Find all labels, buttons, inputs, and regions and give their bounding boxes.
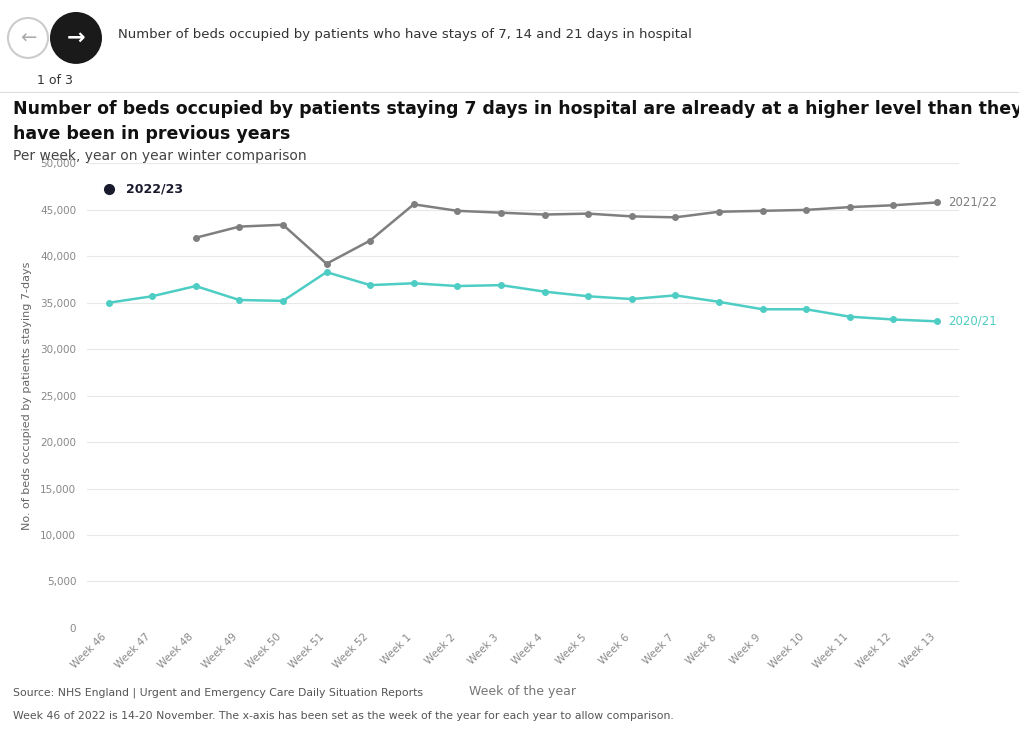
Text: Number of beds occupied by patients who have stays of 7, 14 and 21 days in hospi: Number of beds occupied by patients who … <box>118 28 691 42</box>
Text: Number of beds occupied by patients staying 7 days in hospital are already at a : Number of beds occupied by patients stay… <box>13 100 1019 118</box>
X-axis label: Week of the year: Week of the year <box>469 685 576 698</box>
Text: Week 46 of 2022 is 14-20 November. The x-axis has been set as the week of the ye: Week 46 of 2022 is 14-20 November. The x… <box>13 711 674 721</box>
Text: have been in previous years: have been in previous years <box>13 125 290 143</box>
Circle shape <box>50 12 102 64</box>
Text: 2021/22: 2021/22 <box>947 196 996 209</box>
Text: 1 of 3: 1 of 3 <box>37 74 73 88</box>
Text: Source: NHS England | Urgent and Emergency Care Daily Situation Reports: Source: NHS England | Urgent and Emergen… <box>13 688 423 698</box>
Text: ←: ← <box>19 28 36 48</box>
Text: 2022/23: 2022/23 <box>125 183 182 196</box>
Text: →: → <box>66 28 86 48</box>
Text: 2020/21: 2020/21 <box>947 315 996 328</box>
Text: Per week, year on year winter comparison: Per week, year on year winter comparison <box>13 149 307 163</box>
Y-axis label: No. of beds occupied by patients staying 7-days: No. of beds occupied by patients staying… <box>21 262 32 530</box>
Circle shape <box>8 18 48 58</box>
